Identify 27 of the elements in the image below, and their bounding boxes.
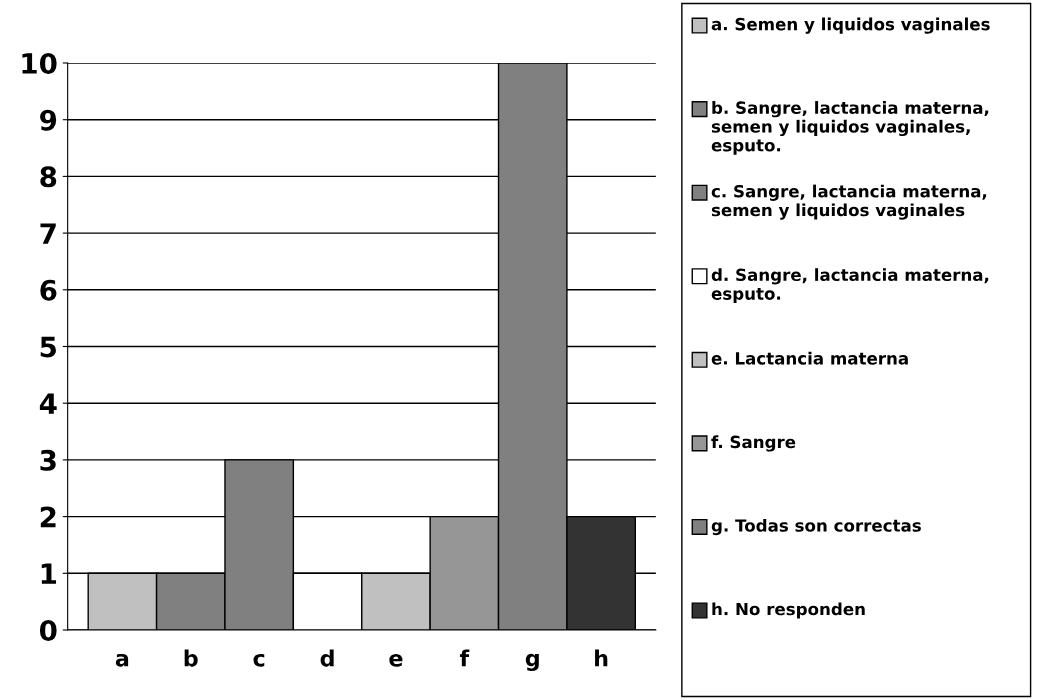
- y-tick-label: 4: [39, 393, 57, 414]
- y-tick-label: 10: [22, 52, 57, 74]
- x-tick-label: g: [525, 653, 539, 671]
- legend-label: d. Sangre, lactancia materna, esputo.: [711, 268, 989, 304]
- legend-label: f. Sangre: [711, 435, 796, 452]
- y-tick-label: 3: [40, 449, 56, 471]
- y-tick-label: 2: [40, 506, 56, 528]
- legend-label: a. Semen y liquidos vaginales: [711, 17, 990, 34]
- y-tick-label: 7: [40, 223, 56, 244]
- y-tick-label: 1: [41, 563, 57, 584]
- x-tick-label: e: [389, 653, 403, 667]
- legend-label: e. Lactancia materna: [711, 351, 908, 365]
- x-tick-label: a: [115, 653, 129, 667]
- y-tick-label: 6: [40, 279, 57, 301]
- x-tick-label: d: [320, 649, 334, 667]
- x-tick-label: c: [253, 653, 265, 667]
- x-tick-label: f: [459, 649, 470, 667]
- y-tick-label: 5: [40, 336, 56, 358]
- x-tick-label: b: [184, 649, 198, 667]
- legend-label: c. Sangre, lactancia materna, semen y liquidos vaginales: [711, 184, 987, 220]
- y-tick-label: 9: [40, 109, 57, 131]
- legend-label: h. No responden: [712, 602, 865, 619]
- legend-label: b. Sangre, lactancia materna, semen y liquidos vaginales, esputo.: [711, 101, 989, 155]
- y-tick-label: 8: [40, 166, 57, 188]
- y-tick-label: 0: [39, 619, 57, 641]
- x-tick-label: h: [595, 649, 608, 667]
- legend-label: g. Todas son correctas: [711, 518, 921, 536]
